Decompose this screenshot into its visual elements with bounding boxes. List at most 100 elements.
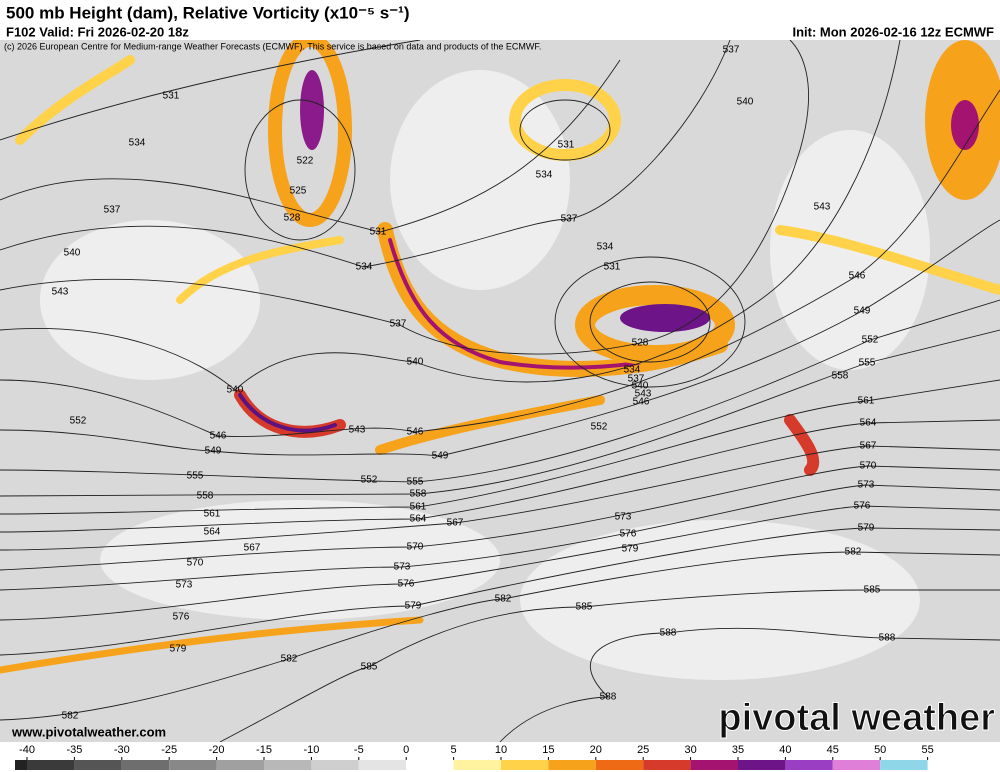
contour-label: 588 xyxy=(660,628,677,639)
vorticity-shading xyxy=(0,33,1000,674)
contour-label: 585 xyxy=(576,602,593,613)
contour-label: 549 xyxy=(205,446,222,457)
contour-label: 573 xyxy=(858,480,875,491)
contour-label: 537 xyxy=(561,214,578,225)
contour-label: 540 xyxy=(737,97,754,108)
contour-label: 525 xyxy=(290,186,307,197)
contour-label: 537 xyxy=(723,45,740,56)
contour-label: 576 xyxy=(173,612,190,623)
contour-label: 546 xyxy=(407,427,424,438)
colorbar-label: 20 xyxy=(590,744,602,756)
contour-label: 564 xyxy=(410,514,427,525)
colorbar-cell xyxy=(406,760,454,770)
colorbar-cell xyxy=(643,760,691,770)
contour-label: 576 xyxy=(854,501,871,512)
colorbar-cell xyxy=(15,760,27,770)
contour-label: 579 xyxy=(858,523,875,534)
contour-label: 570 xyxy=(407,542,424,553)
contour-label: 540 xyxy=(407,357,424,368)
colorbar-cell xyxy=(595,760,644,770)
contour-label: 555 xyxy=(859,358,876,369)
colorbar-label: -25 xyxy=(161,744,177,756)
contour-label: 567 xyxy=(244,543,261,554)
contour-label: 540 xyxy=(227,385,244,396)
colorbar-label: 45 xyxy=(827,744,839,756)
contour-label: 558 xyxy=(197,491,214,502)
contour-label: 540 xyxy=(632,381,649,392)
contour-label: 579 xyxy=(622,544,639,555)
colorbar-label: -15 xyxy=(256,744,272,756)
contour-label: 552 xyxy=(70,416,87,427)
colorbar-label: 30 xyxy=(684,744,696,756)
website: www.pivotalweather.com xyxy=(11,724,166,739)
colorbar-label: 15 xyxy=(542,744,554,756)
contour-label: 573 xyxy=(176,580,193,591)
colorbar-cell xyxy=(169,760,217,770)
contour-label: 555 xyxy=(407,477,424,488)
contour-label: 558 xyxy=(832,371,849,382)
colorbar-label: -40 xyxy=(19,744,35,756)
colorbar-cell xyxy=(880,760,928,770)
contour-label: 543 xyxy=(349,425,366,436)
contour-label: 561 xyxy=(204,509,221,520)
colorbar-label: -30 xyxy=(114,744,130,756)
contour-label: 531 xyxy=(604,262,621,273)
contour-label: 531 xyxy=(163,91,180,102)
contour-label: 564 xyxy=(204,527,221,538)
contour-label: 543 xyxy=(635,389,652,400)
colorbar-label: -5 xyxy=(354,744,364,756)
contour-label: 561 xyxy=(410,502,427,513)
contour-label: 573 xyxy=(615,512,632,523)
contour-label: 582 xyxy=(845,547,862,558)
colorbar-label: -20 xyxy=(209,744,225,756)
colorbar-cell xyxy=(690,760,738,770)
contour-label: 543 xyxy=(814,202,831,213)
contour-label: 546 xyxy=(849,271,866,282)
colorbar-cell xyxy=(27,760,75,770)
contour-label: 531 xyxy=(558,140,575,151)
contour-label: 528 xyxy=(632,338,649,349)
contour-label: 534 xyxy=(356,262,373,273)
contour-label: 573 xyxy=(394,562,411,573)
colorbar-label: -10 xyxy=(303,744,319,756)
contour-label: 555 xyxy=(187,471,204,482)
height-contours xyxy=(0,39,1000,743)
contour-label: 537 xyxy=(390,319,407,330)
contour-label: 585 xyxy=(361,662,378,673)
title: 500 mb Height (dam), Relative Vorticity … xyxy=(6,3,410,22)
colorbar-cell xyxy=(358,760,407,770)
colorbar-cell xyxy=(738,760,786,770)
contour-label: 522 xyxy=(297,156,314,167)
colorbar-cell xyxy=(832,760,881,770)
contour-label: 546 xyxy=(210,431,227,442)
colorbar-cell xyxy=(264,760,312,770)
header-background xyxy=(0,0,1000,40)
colorbar-cell xyxy=(501,760,549,770)
contour-label: 552 xyxy=(591,422,608,433)
colorbar-cell xyxy=(453,760,501,770)
init-time: Init: Mon 2026-02-16 12z ECMWF xyxy=(792,24,994,39)
contour-label: 537 xyxy=(104,205,121,216)
colorbar-cell xyxy=(121,760,170,770)
valid-time: F102 Valid: Fri 2026-02-20 18z xyxy=(6,24,189,39)
colorbar-label: 35 xyxy=(732,744,744,756)
contour-label: 582 xyxy=(495,594,512,605)
contour-label: 567 xyxy=(860,441,877,452)
logo: pivotal weather xyxy=(718,697,995,739)
colorbar-label: 5 xyxy=(451,744,457,756)
colorbar-cell xyxy=(74,760,122,770)
contour-label: 570 xyxy=(187,558,204,569)
contour-label: 564 xyxy=(860,418,877,429)
colorbar-label: 0 xyxy=(403,744,409,756)
colorbar-cell xyxy=(216,760,264,770)
colorbar: -40 -35 -30 -25 -20 -15 -10 -5 0 5 10 15 20 25 30 35 40 4… xyxy=(15,744,934,770)
contour-label: 540 xyxy=(64,248,81,259)
colorbar-label: 25 xyxy=(637,744,649,756)
contour-label: 543 xyxy=(52,287,69,298)
colorbar-label: 40 xyxy=(779,744,791,756)
contour-label: 552 xyxy=(361,475,378,486)
colorbar-label: 10 xyxy=(495,744,507,756)
colorbar-cell xyxy=(785,760,833,770)
contour-label: 528 xyxy=(284,213,301,224)
